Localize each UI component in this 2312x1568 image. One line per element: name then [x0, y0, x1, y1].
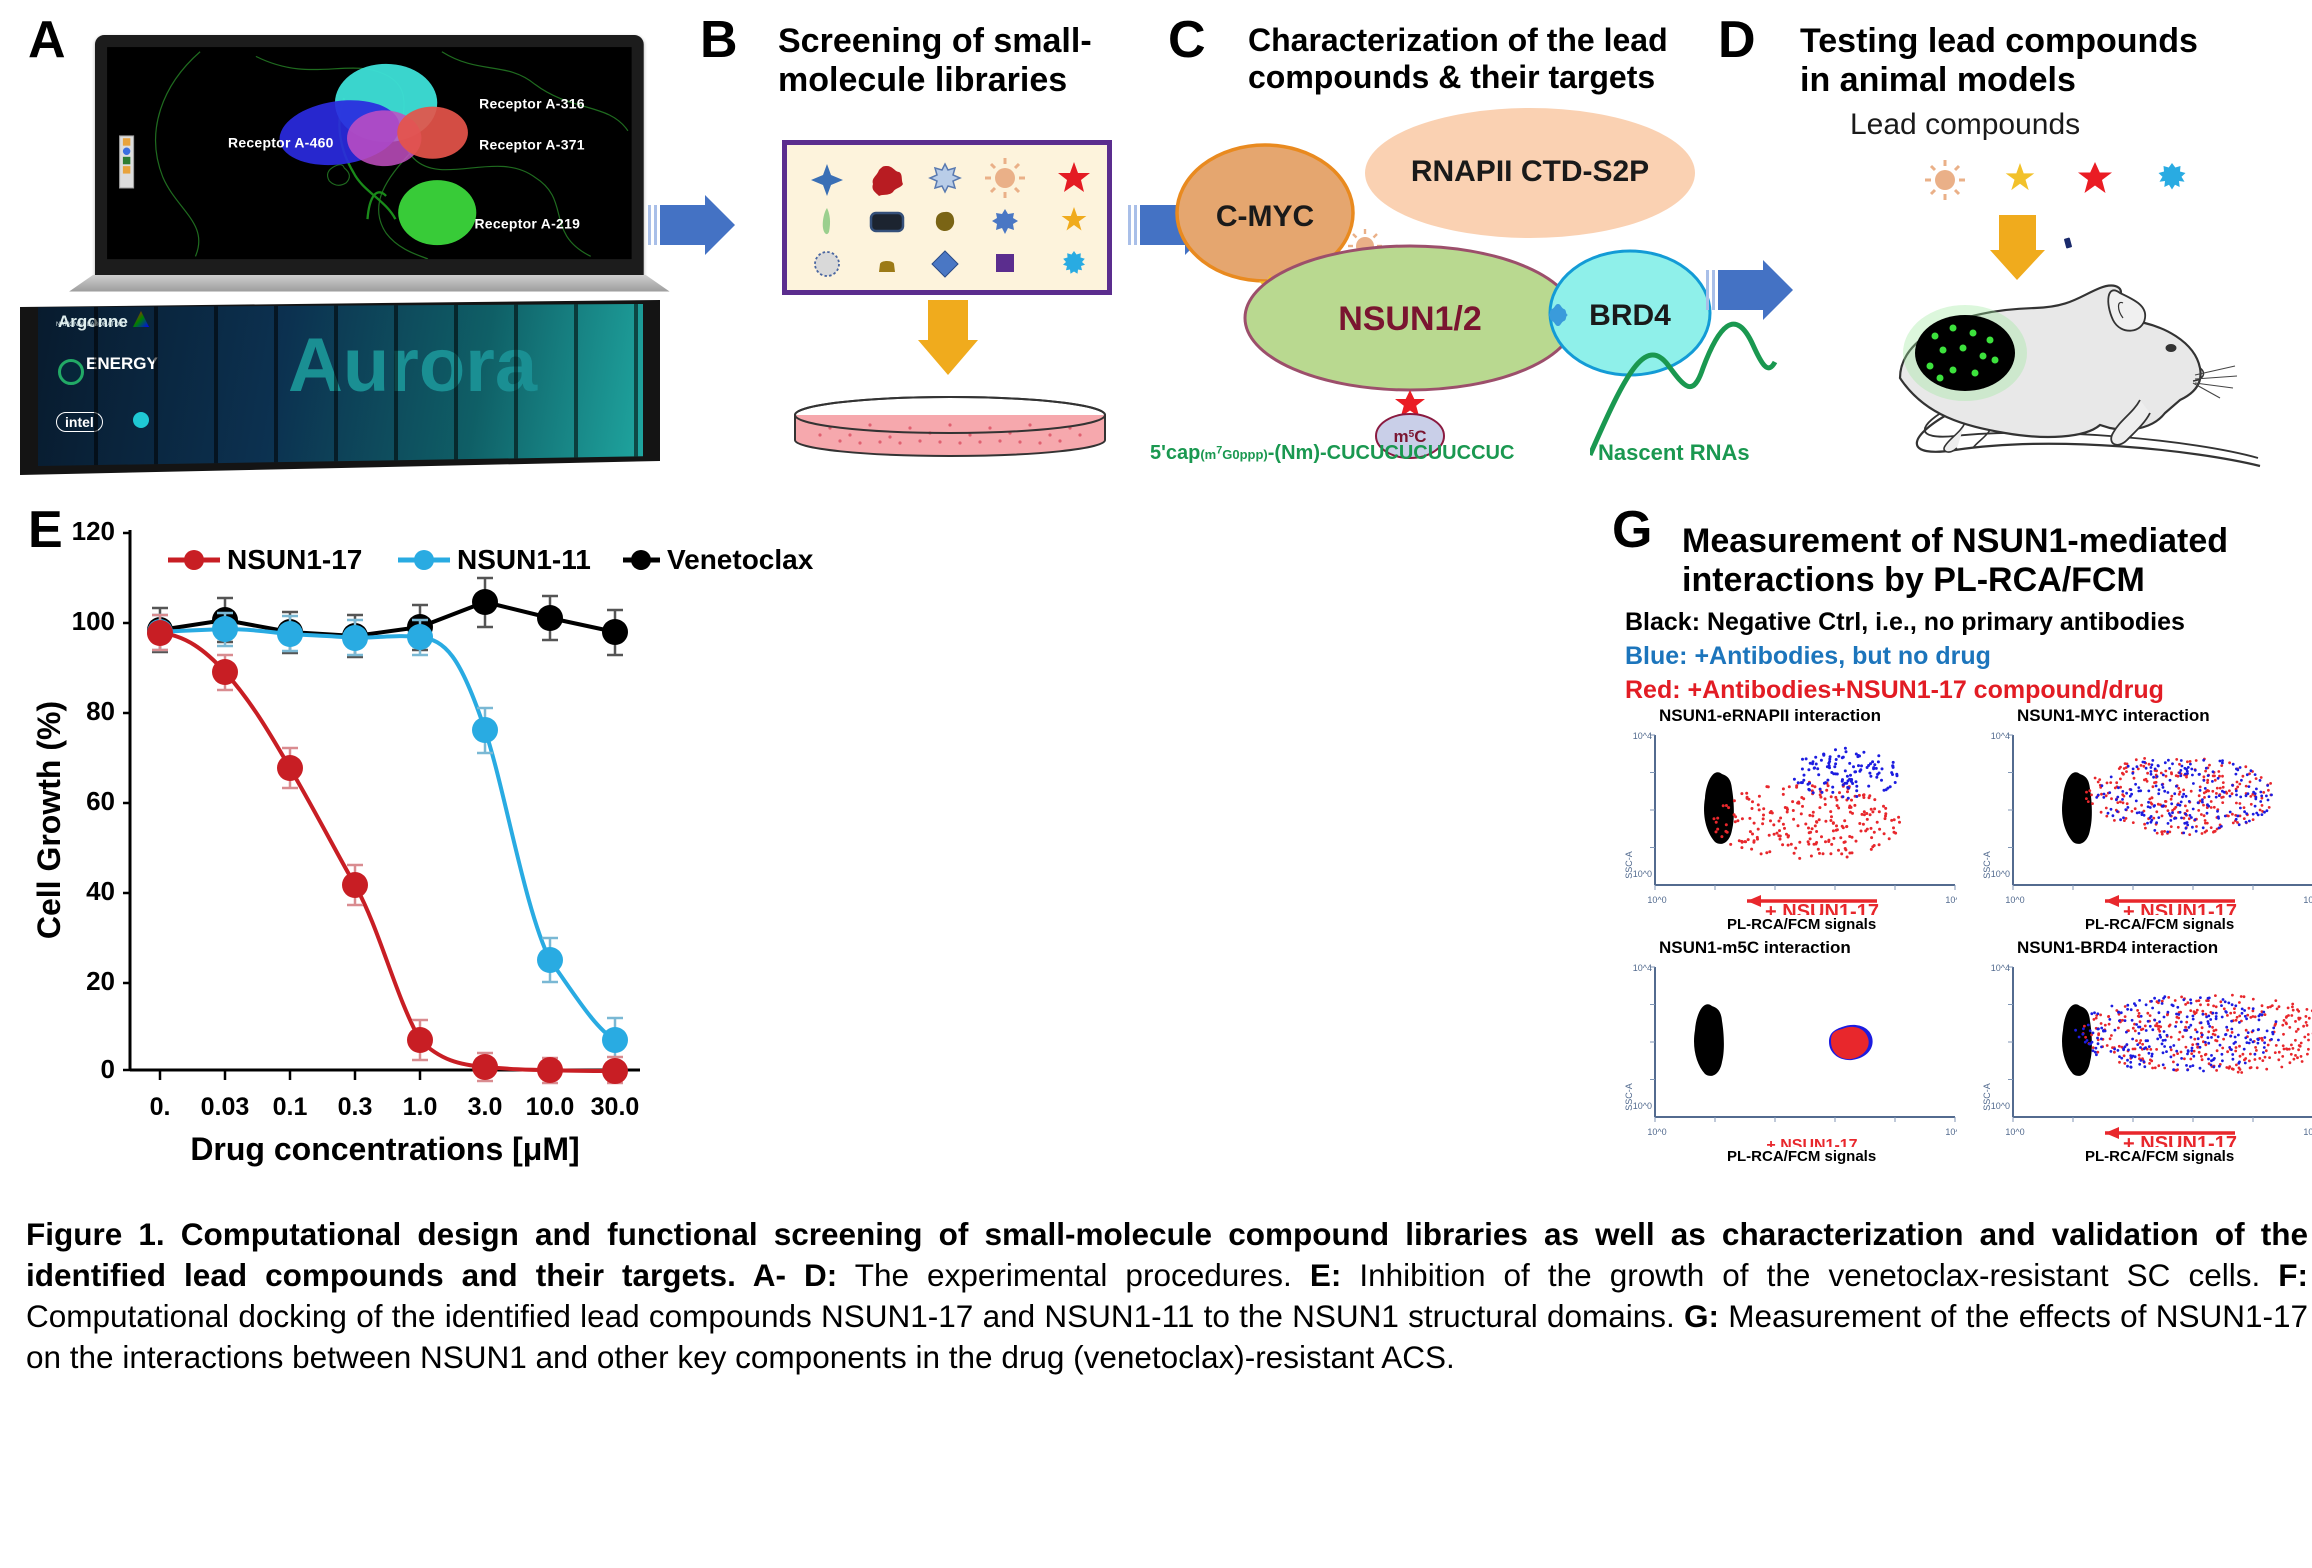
svg-text:NSUN1-11: NSUN1-11	[457, 544, 591, 575]
svg-text:10^0: 10^0	[2005, 895, 2024, 905]
svg-text:40: 40	[86, 876, 115, 906]
svg-text:10^4: 10^4	[1945, 895, 1957, 905]
svg-text:Venetoclax: Venetoclax	[667, 544, 814, 575]
svg-text:60: 60	[86, 786, 115, 816]
svg-text:1.0: 1.0	[403, 1093, 438, 1121]
svg-text:10^4: 10^4	[1633, 731, 1652, 741]
svg-text:10^0: 10^0	[1633, 1101, 1652, 1111]
svg-text:0.3: 0.3	[338, 1093, 373, 1121]
svg-text:10.0: 10.0	[526, 1093, 575, 1121]
svg-text:SSC-A: SSC-A	[1982, 1083, 1992, 1111]
svg-text:80: 80	[86, 696, 115, 726]
svg-text:+ NSUN1-17: + NSUN1-17	[1766, 1137, 1857, 1147]
svg-text:0.1: 0.1	[273, 1093, 308, 1121]
svg-text:120: 120	[72, 516, 115, 546]
svg-text:10^4: 10^4	[2303, 895, 2312, 905]
svg-text:10^4: 10^4	[1945, 1127, 1957, 1137]
svg-text:+ NSUN1-17: + NSUN1-17	[2123, 901, 2237, 915]
svg-text:30.0: 30.0	[591, 1093, 640, 1121]
svg-text:10^0: 10^0	[1991, 869, 2010, 879]
svg-text:RNAPII CTD-S2P: RNAPII CTD-S2P	[1411, 155, 1649, 188]
svg-text:10^4: 10^4	[1633, 963, 1652, 973]
svg-text:SSC-A: SSC-A	[1624, 851, 1634, 879]
svg-text:100: 100	[72, 606, 115, 636]
svg-text:10^4: 10^4	[2303, 1127, 2312, 1137]
svg-text:0.: 0.	[150, 1093, 171, 1121]
svg-text:10^0: 10^0	[1633, 869, 1652, 879]
svg-text:C-MYC: C-MYC	[1216, 200, 1314, 233]
svg-text:10^0: 10^0	[1991, 1101, 2010, 1111]
svg-text:SSC-A: SSC-A	[1624, 1083, 1634, 1111]
svg-text:+ NSUN1-17: + NSUN1-17	[1765, 901, 1879, 915]
svg-text:10^0: 10^0	[1647, 895, 1666, 905]
svg-text:0.03: 0.03	[201, 1093, 250, 1121]
svg-text:0: 0	[101, 1054, 115, 1084]
svg-text:Cell Growth (%): Cell Growth (%)	[31, 701, 67, 939]
svg-text:20: 20	[86, 966, 115, 996]
svg-text:10^4: 10^4	[1991, 731, 2010, 741]
svg-text:10^4: 10^4	[1991, 963, 2010, 973]
svg-text:10^0: 10^0	[1647, 1127, 1666, 1137]
svg-text:10^0: 10^0	[2005, 1127, 2024, 1137]
svg-text:3.0: 3.0	[468, 1093, 503, 1121]
svg-text:+ NSUN1-17: + NSUN1-17	[2123, 1133, 2237, 1147]
svg-text:Drug concentrations [μM]: Drug concentrations [μM]	[190, 1131, 579, 1167]
svg-text:SSC-A: SSC-A	[1982, 851, 1992, 879]
svg-text:NSUN1-17: NSUN1-17	[227, 544, 362, 575]
svg-text:NSUN1/2: NSUN1/2	[1338, 300, 1482, 338]
